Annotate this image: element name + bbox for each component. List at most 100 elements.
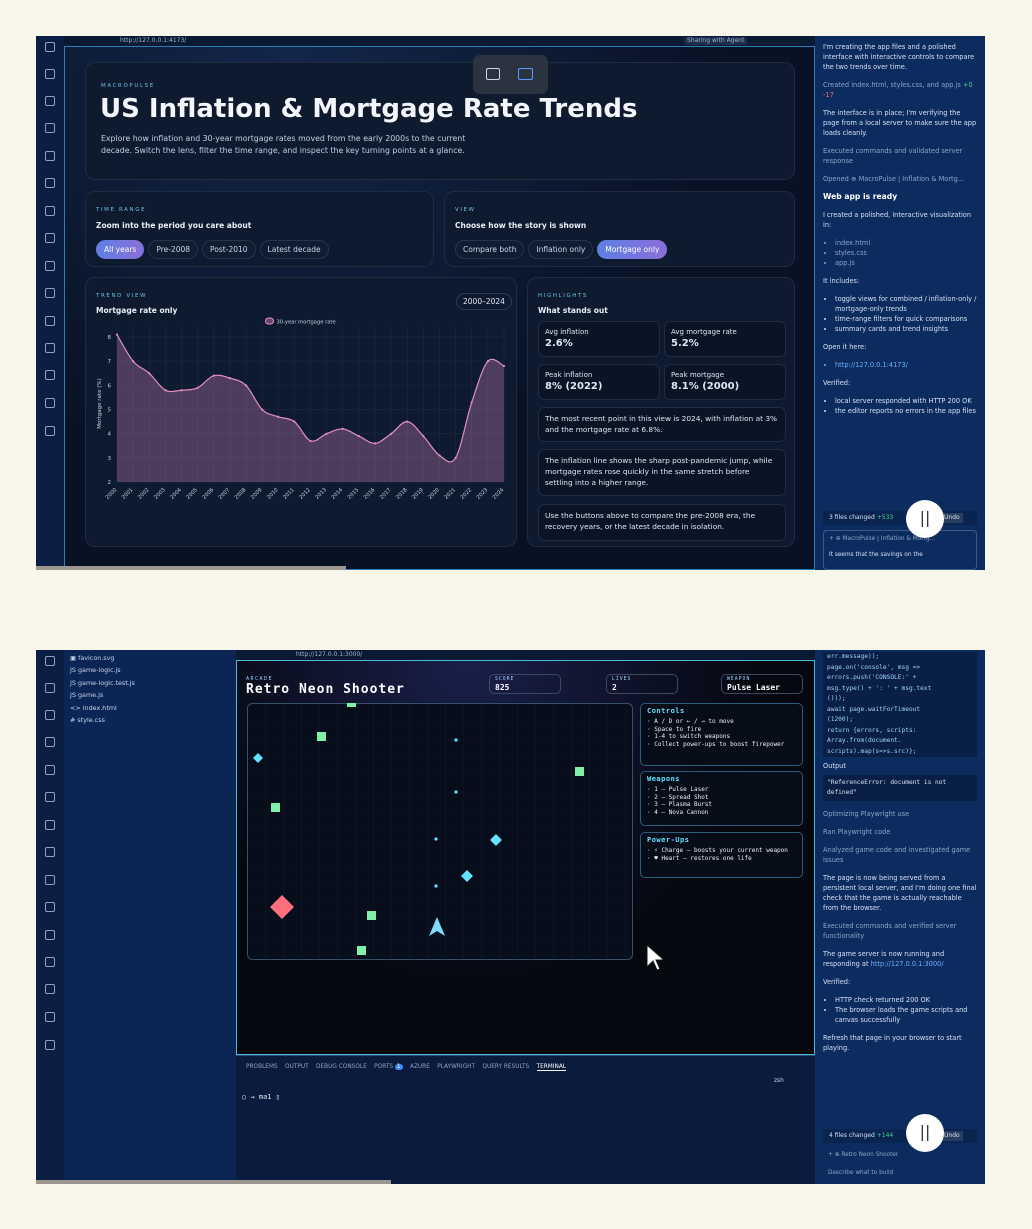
code-line: msg.type() + ': ' + msg.text bbox=[827, 684, 932, 692]
y-tick-label: 8 bbox=[108, 335, 112, 341]
activity: Optimizing Playwright use bbox=[823, 810, 910, 818]
decoration bbox=[45, 343, 55, 353]
panel-tab[interactable]: PORTS bbox=[374, 1064, 394, 1070]
decoration: 4 — Nova Cannon bbox=[654, 809, 709, 817]
panel-tab[interactable]: PROBLEMS bbox=[246, 1064, 278, 1070]
chip-text: Retro Neon Shooter bbox=[841, 1152, 899, 1158]
heading: What stands out bbox=[538, 306, 608, 315]
view-button[interactable]: Compare both bbox=[455, 240, 525, 259]
decoration bbox=[45, 930, 55, 940]
pause-button[interactable]: || bbox=[906, 1114, 944, 1152]
range-button[interactable]: Post-2010 bbox=[202, 240, 256, 259]
point bbox=[325, 432, 328, 435]
decoration bbox=[45, 151, 55, 161]
y-tick-label: 6 bbox=[108, 383, 112, 389]
changed-add: +144 bbox=[876, 1132, 894, 1139]
decoration bbox=[429, 917, 445, 936]
file[interactable]: JS game-logic.js bbox=[70, 666, 121, 675]
activity: Ran Playwright code bbox=[823, 828, 891, 836]
line: · Space to fire bbox=[647, 725, 702, 733]
stat-label: Avg inflation bbox=[545, 328, 589, 336]
range-button[interactable]: All years bbox=[96, 240, 145, 259]
decoration: 3 — Plasma Burst bbox=[654, 801, 713, 809]
changed: 4 files changed bbox=[829, 1132, 875, 1139]
check: HTTP check returned 200 OK bbox=[835, 995, 977, 1005]
code-line: err.message)); bbox=[827, 653, 880, 660]
decoration bbox=[248, 704, 632, 959]
undo-button[interactable]: Undo bbox=[941, 513, 963, 523]
range-button[interactable]: Latest decade bbox=[259, 240, 329, 259]
eyebrow: VIEW bbox=[455, 207, 476, 213]
point bbox=[115, 333, 119, 336]
stat-label: Peak inflation bbox=[545, 371, 593, 379]
diff-add: +0 bbox=[962, 81, 973, 89]
panel-tab[interactable]: TERMINAL bbox=[536, 1064, 567, 1071]
file-name: game-logic.test.js bbox=[77, 678, 135, 687]
range-pill: 2000–2024 bbox=[456, 293, 512, 310]
bottom-panel: PROBLEMS OUTPUT DEBUG CONSOLE PORTS 1 AZ… bbox=[236, 1055, 815, 1184]
range-button[interactable]: Pre-2008 bbox=[148, 240, 199, 259]
view-button[interactable]: Mortgage only bbox=[597, 240, 668, 259]
message: The page is now being served from a pers… bbox=[823, 874, 977, 912]
context-chip: + ⊕ Retro Neon Shooter bbox=[828, 1152, 899, 1158]
decoration bbox=[575, 767, 584, 776]
link[interactable]: http://127.0.0.1:3000/ bbox=[870, 960, 944, 968]
changed-add: +533 bbox=[876, 514, 894, 521]
activity: Opened ⊕ MacroPulse | Inflation & Mortg.… bbox=[823, 175, 965, 183]
decoration bbox=[357, 946, 366, 955]
decoration bbox=[253, 738, 502, 888]
view-button[interactable]: Inflation only bbox=[528, 240, 594, 259]
decoration bbox=[45, 206, 55, 216]
point bbox=[486, 360, 489, 363]
file[interactable]: # style.css bbox=[70, 716, 105, 725]
hero-eyebrow: MACROPULSE bbox=[101, 83, 155, 89]
point bbox=[357, 435, 360, 438]
decoration: 2 — Spread Shot bbox=[654, 793, 709, 801]
panel-tab[interactable]: DEBUG CONSOLE bbox=[316, 1064, 367, 1070]
screenshot-shooter: ▣ favicon.svg JS game-logic.js JS game-l… bbox=[36, 650, 985, 1184]
undo-button[interactable]: Undo bbox=[941, 1131, 963, 1141]
stat-label: Peak mortgage bbox=[671, 371, 725, 379]
check: The browser loads the game scripts and c… bbox=[835, 1005, 977, 1025]
x-tick-label: 2018 bbox=[395, 487, 409, 501]
line: · 4 — Nova Cannon bbox=[647, 809, 709, 817]
point bbox=[341, 427, 344, 430]
message: Refresh that page in your browser to sta… bbox=[823, 1034, 962, 1052]
panel-tabs: PROBLEMS OUTPUT DEBUG CONSOLE PORTS 1 AZ… bbox=[246, 1064, 567, 1071]
x-tick-label: 2020 bbox=[427, 487, 441, 501]
line: · 1-4 to switch weapons bbox=[647, 733, 731, 741]
decoration: ⚡ Charge — boosts your current weapon bbox=[654, 846, 788, 854]
activity: Executed commands and verified server fu… bbox=[823, 922, 957, 940]
message-heading: Web app is ready bbox=[823, 192, 898, 201]
file[interactable]: ▣ favicon.svg bbox=[70, 654, 115, 662]
panel-tab[interactable]: QUERY RESULTS bbox=[482, 1064, 530, 1070]
shell: zsh bbox=[774, 1078, 784, 1084]
pause-button[interactable]: || bbox=[906, 500, 944, 538]
x-tick-label: 2023 bbox=[476, 487, 490, 501]
eyebrow: TIME RANGE bbox=[96, 207, 147, 213]
file[interactable]: JS game-logic.test.js bbox=[70, 678, 135, 687]
stat-value: 2.6% bbox=[545, 338, 573, 349]
check-list: local server responded with HTTP 200 OKt… bbox=[823, 396, 977, 416]
panel-tab[interactable]: OUTPUT bbox=[285, 1064, 309, 1070]
file[interactable]: JS game.js bbox=[70, 691, 104, 700]
link[interactable]: http://127.0.0.1:4173/ bbox=[835, 360, 977, 370]
file-name: style.css bbox=[77, 716, 105, 725]
point bbox=[438, 454, 441, 457]
code-line: (1200); bbox=[827, 716, 854, 723]
score-hud: SCORE 825 bbox=[489, 674, 561, 694]
panel-tab[interactable]: AZURE bbox=[409, 1064, 430, 1070]
message: The game server is now running and respo… bbox=[823, 949, 977, 969]
mortgage-chart: 2000 2001 2002 2003 2004 2005 2006 2007 2008 2009… bbox=[97, 317, 506, 501]
file-name: game-logic.js bbox=[77, 666, 121, 675]
feature: summary cards and trend insights bbox=[835, 324, 977, 334]
hero-description: Explore how inflation and 30-year mortga… bbox=[101, 134, 466, 155]
note: The inflation line shows the sharp post-… bbox=[538, 449, 786, 496]
controls-panel: Controls · A / D or ← / → to move · Space … bbox=[640, 703, 803, 766]
trend-card: TREND VIEW Mortgage rate only 2000–2024 … bbox=[85, 277, 517, 547]
panel-tab[interactable]: PLAYWRIGHT bbox=[437, 1064, 476, 1070]
file[interactable]: <> index.html bbox=[70, 703, 117, 712]
x-tick-label: 2001 bbox=[121, 487, 135, 501]
stat-label: Avg mortgage rate bbox=[671, 328, 737, 336]
decoration: Space to fire bbox=[654, 725, 702, 733]
